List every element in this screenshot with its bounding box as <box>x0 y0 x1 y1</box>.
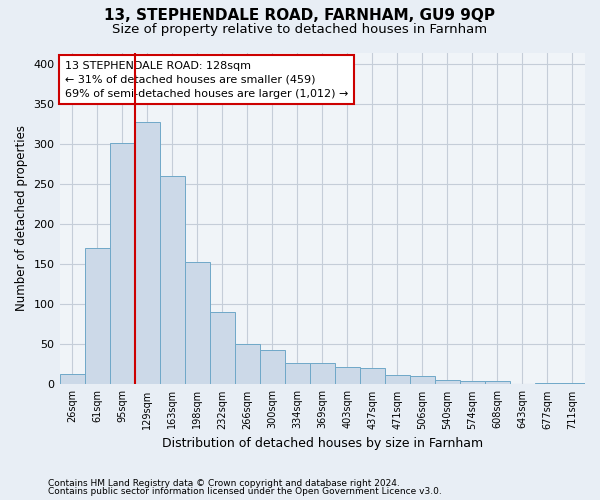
Bar <box>335 367 360 384</box>
Bar <box>209 312 235 384</box>
Bar <box>360 368 385 384</box>
Bar <box>160 176 185 384</box>
Bar <box>235 344 260 385</box>
Bar <box>385 375 410 384</box>
Bar <box>85 248 110 384</box>
Bar <box>460 381 485 384</box>
Bar <box>310 363 335 384</box>
Bar <box>59 374 85 384</box>
Text: Size of property relative to detached houses in Farnham: Size of property relative to detached ho… <box>112 22 488 36</box>
Text: 13, STEPHENDALE ROAD, FARNHAM, GU9 9QP: 13, STEPHENDALE ROAD, FARNHAM, GU9 9QP <box>104 8 496 22</box>
Text: Contains public sector information licensed under the Open Government Licence v3: Contains public sector information licen… <box>48 488 442 496</box>
Bar <box>560 383 585 384</box>
Bar <box>110 143 134 384</box>
Text: Contains HM Land Registry data © Crown copyright and database right 2024.: Contains HM Land Registry data © Crown c… <box>48 478 400 488</box>
Bar <box>485 381 510 384</box>
Bar <box>260 350 285 384</box>
Text: 13 STEPHENDALE ROAD: 128sqm
← 31% of detached houses are smaller (459)
69% of se: 13 STEPHENDALE ROAD: 128sqm ← 31% of det… <box>65 61 348 99</box>
X-axis label: Distribution of detached houses by size in Farnham: Distribution of detached houses by size … <box>162 437 483 450</box>
Bar <box>134 122 160 384</box>
Bar <box>535 383 560 384</box>
Bar <box>410 376 435 384</box>
Bar <box>285 363 310 384</box>
Y-axis label: Number of detached properties: Number of detached properties <box>15 126 28 312</box>
Bar <box>185 262 209 384</box>
Bar <box>435 380 460 384</box>
